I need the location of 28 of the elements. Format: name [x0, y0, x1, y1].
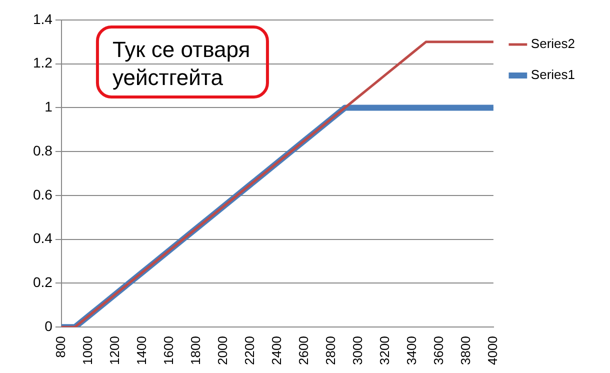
x-tick-label: 2000 — [215, 336, 230, 365]
x-tick-label: 800 — [53, 336, 68, 358]
legend-label: Series2 — [530, 36, 575, 52]
x-tick-label: 3800 — [458, 336, 474, 365]
legend-label: Series1 — [530, 67, 575, 82]
y-tick-label: 0.2 — [32, 274, 53, 290]
y-tick-label: 1.4 — [32, 10, 53, 27]
annotation: Тук се отваря уейстгейта — [112, 37, 250, 90]
x-tick-label: 4000 — [485, 336, 500, 365]
x-tick-label: 2600 — [296, 336, 312, 365]
y-tick-label: 0.6 — [32, 186, 53, 202]
x-tick-label: 3600 — [431, 336, 446, 365]
x-tick-label: 3000 — [350, 336, 366, 365]
x-tick-label: 3400 — [404, 336, 420, 365]
x-tick-label: 1400 — [134, 336, 150, 365]
y-tick-label: 0.8 — [32, 142, 53, 158]
x-tick-label: 1800 — [188, 336, 204, 365]
x-tick-label: 2200 — [242, 336, 258, 365]
x-tick-label: 1600 — [161, 336, 176, 365]
x-tick-label: 2400 — [269, 336, 284, 365]
x-tick-label: 1200 — [107, 336, 122, 365]
y-tick-label: 0.4 — [32, 230, 53, 246]
y-tick-label: 0 — [44, 318, 53, 334]
y-tick-label: 1.2 — [32, 54, 53, 71]
x-tick-label: 1000 — [80, 336, 96, 365]
y-tick-label: 1 — [44, 98, 53, 115]
x-tick-label: 2800 — [323, 336, 338, 365]
x-tick-label: 3200 — [377, 336, 392, 365]
